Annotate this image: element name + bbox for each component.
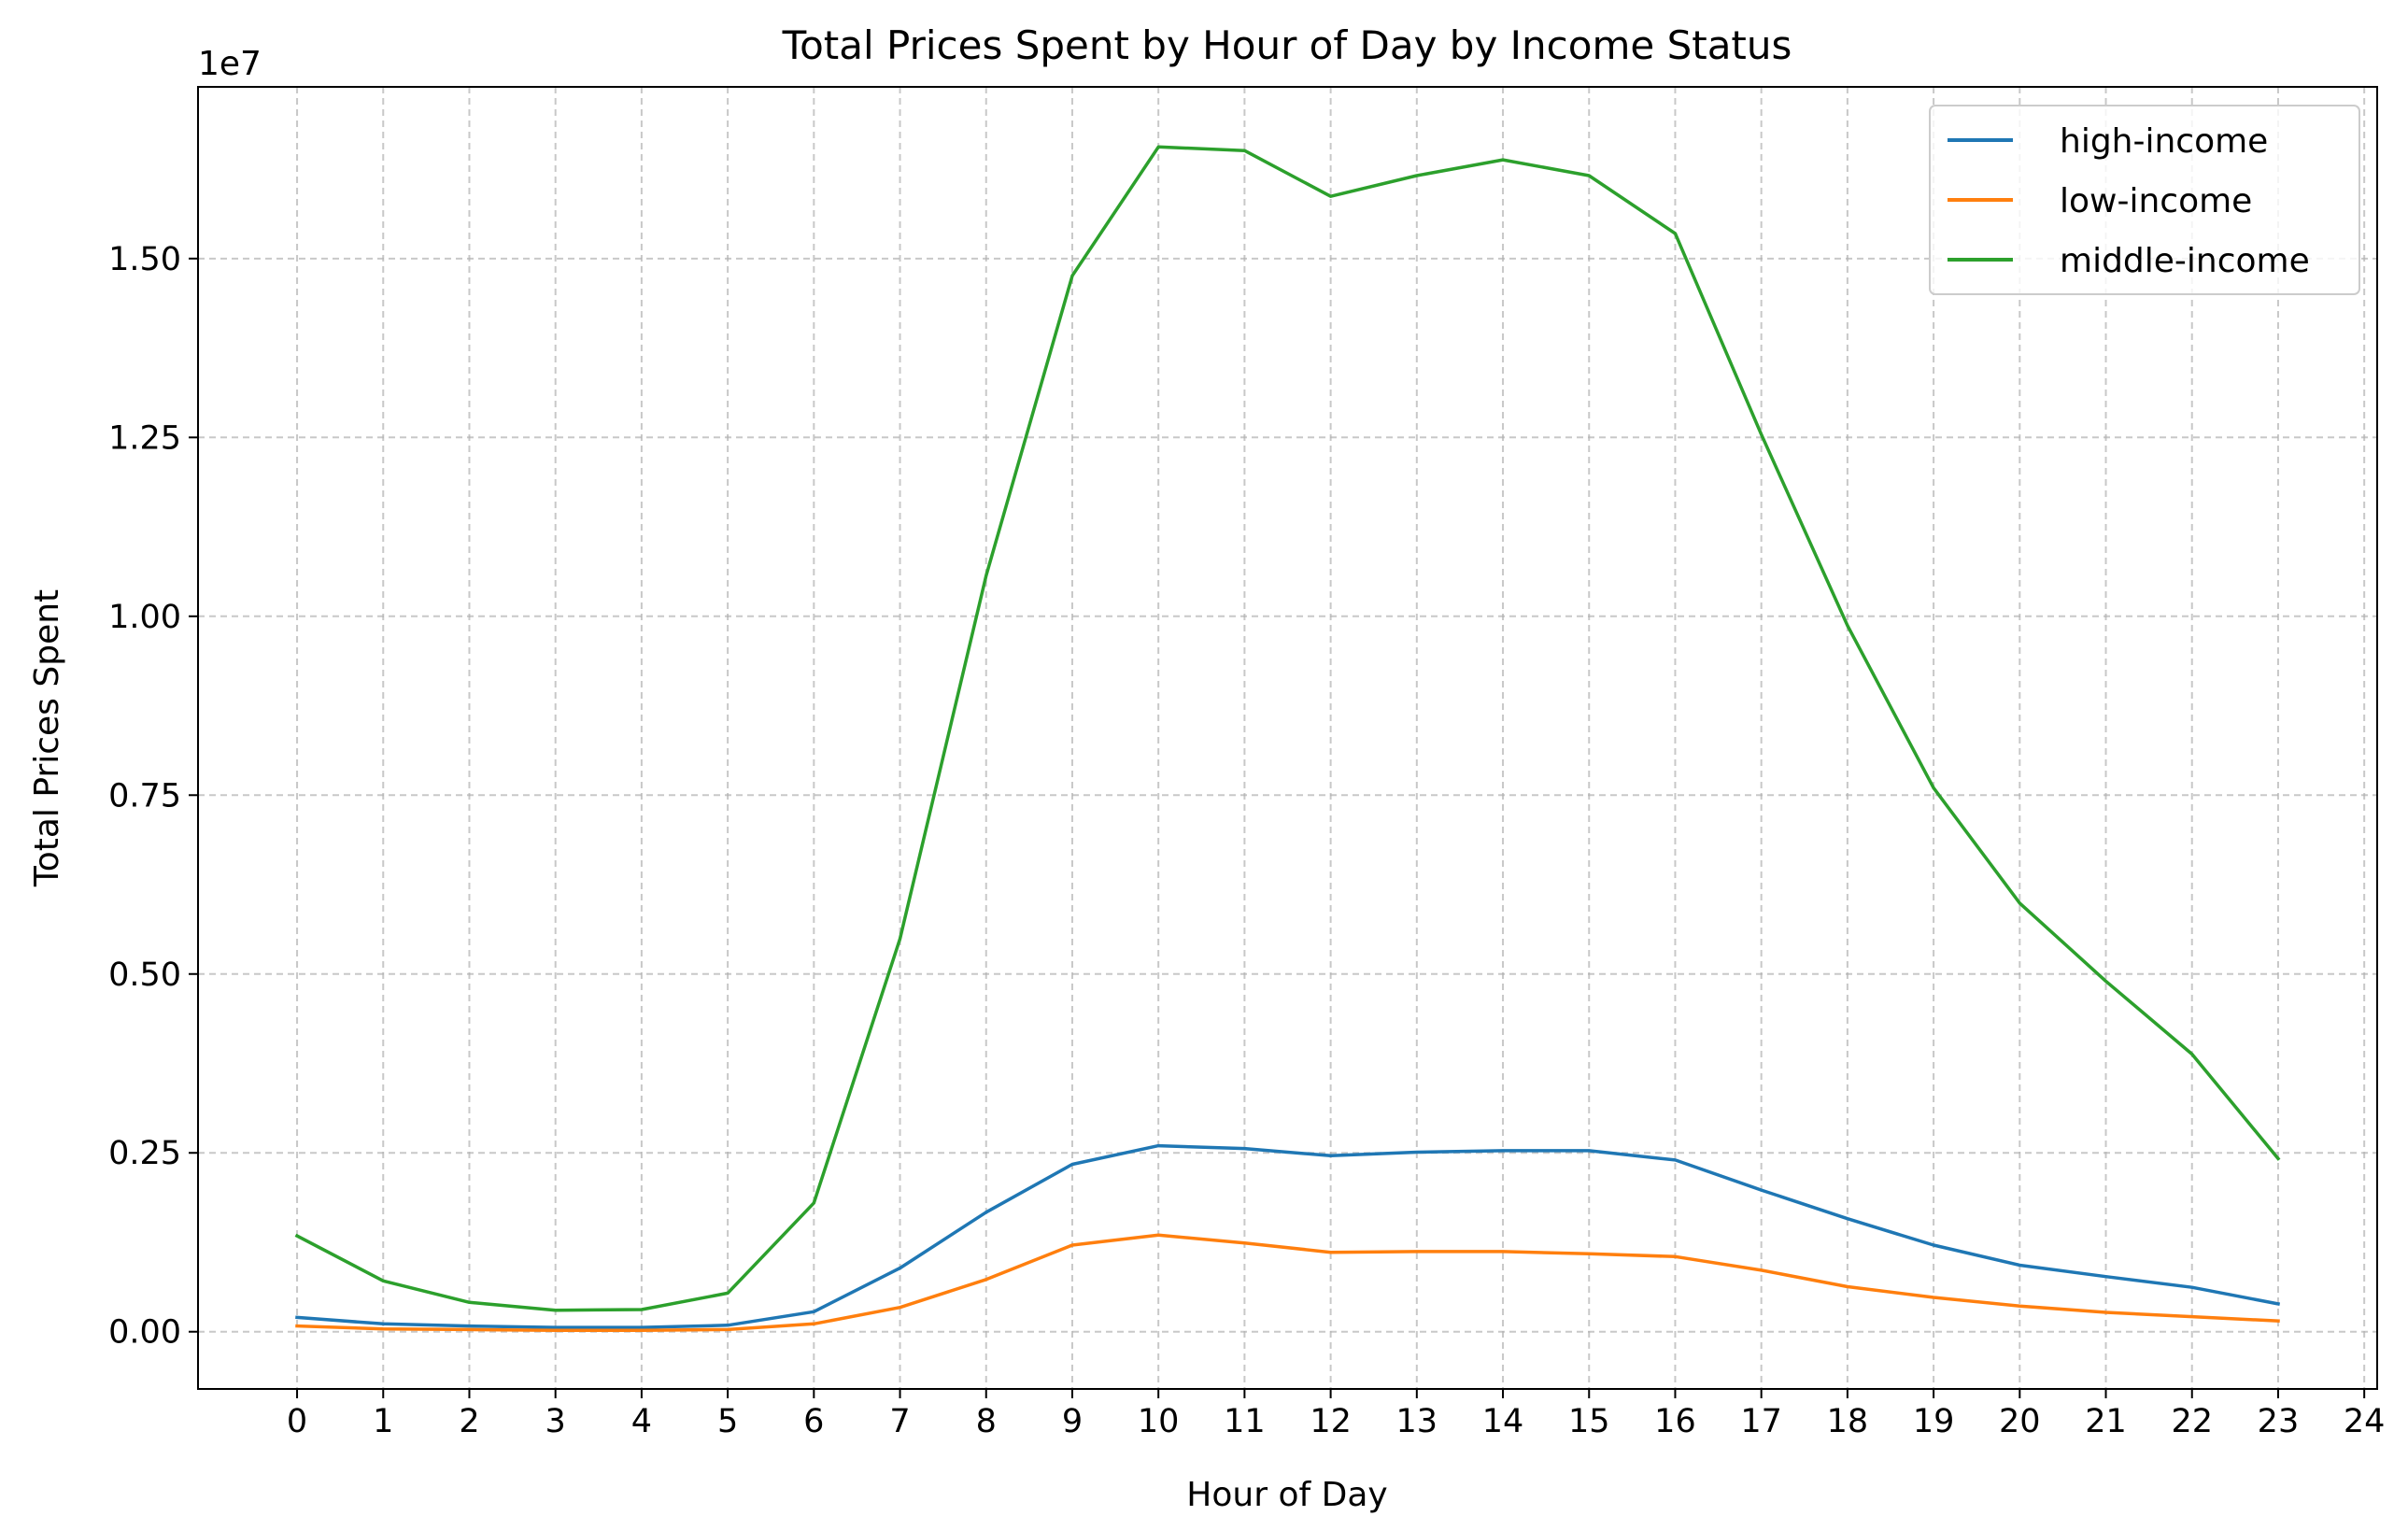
series-line-middle-income — [294, 145, 2281, 1312]
x-tick-label: 24 — [2344, 1403, 2386, 1440]
plot-frame — [197, 86, 2378, 1390]
y-axis-label: Total Prices Spent — [28, 589, 66, 887]
y-axis-ticks: 0.00 0.25 0.50 0.75 1.00 1.25 1.50 — [108, 241, 198, 1352]
x-tick-label: 16 — [1654, 1403, 1696, 1440]
x-tick-label: 6 — [803, 1403, 824, 1440]
legend: high-income low-income middle-income — [1929, 105, 2360, 295]
x-tick-label: 14 — [1482, 1403, 1524, 1440]
x-tick-label: 5 — [717, 1403, 738, 1440]
x-tick-label: 17 — [1740, 1403, 1782, 1440]
x-tick-label: 8 — [976, 1403, 997, 1440]
x-tick-label: 2 — [459, 1403, 479, 1440]
x-tick-label: 13 — [1396, 1403, 1438, 1440]
series-line-low-income — [295, 1233, 2280, 1332]
x-tick-label: 0 — [287, 1403, 307, 1440]
legend-entries: high-income low-income middle-income — [1948, 122, 2310, 280]
x-axis-ticks: 0 1 2 3 4 5 6 7 8 9 10 11 12 13 14 15 16 17 18 19 20 21 22 23 24 — [287, 1389, 2386, 1440]
x-tick-label: 9 — [1062, 1403, 1083, 1440]
x-tick-label: 1 — [373, 1403, 393, 1440]
y-tick-label: 0.25 — [108, 1135, 181, 1172]
x-tick-label: 4 — [631, 1403, 652, 1440]
y-tick-label: 0.75 — [108, 777, 181, 815]
legend-box — [1929, 105, 2360, 295]
legend-label-middle-income: middle-income — [2060, 242, 2310, 280]
series-lines — [294, 145, 2281, 1332]
x-axis-label: Hour of Day — [1186, 1476, 1387, 1514]
grid — [198, 87, 2377, 1389]
x-tick-label: 3 — [545, 1403, 566, 1440]
x-tick-label: 22 — [2171, 1403, 2213, 1440]
y-tick-label: 0.50 — [108, 956, 181, 994]
x-tick-label: 10 — [1138, 1403, 1180, 1440]
x-tick-label: 20 — [1999, 1403, 2041, 1440]
x-tick-label: 7 — [889, 1403, 910, 1440]
y-tick-label: 1.25 — [108, 419, 181, 457]
chart-title: Total Prices Spent by Hour of Day by Inc… — [782, 22, 1792, 68]
legend-label-high-income: high-income — [2060, 122, 2268, 161]
legend-label-low-income: low-income — [2060, 182, 2252, 220]
x-tick-label: 15 — [1568, 1403, 1610, 1440]
x-tick-label: 11 — [1224, 1403, 1266, 1440]
series-line-high-income — [295, 1143, 2281, 1329]
y-tick-label: 0.00 — [108, 1314, 181, 1352]
plot-area — [198, 87, 2377, 1389]
x-tick-label: 18 — [1827, 1403, 1869, 1440]
y-tick-label: 1.50 — [108, 241, 181, 278]
x-tick-label: 19 — [1913, 1403, 1955, 1440]
x-tick-label: 23 — [2258, 1403, 2300, 1440]
x-tick-label: 12 — [1310, 1403, 1352, 1440]
x-tick-label: 21 — [2085, 1403, 2127, 1440]
y-tick-label: 1.00 — [108, 599, 181, 636]
y-axis-offset-text: 1e7 — [198, 45, 262, 83]
